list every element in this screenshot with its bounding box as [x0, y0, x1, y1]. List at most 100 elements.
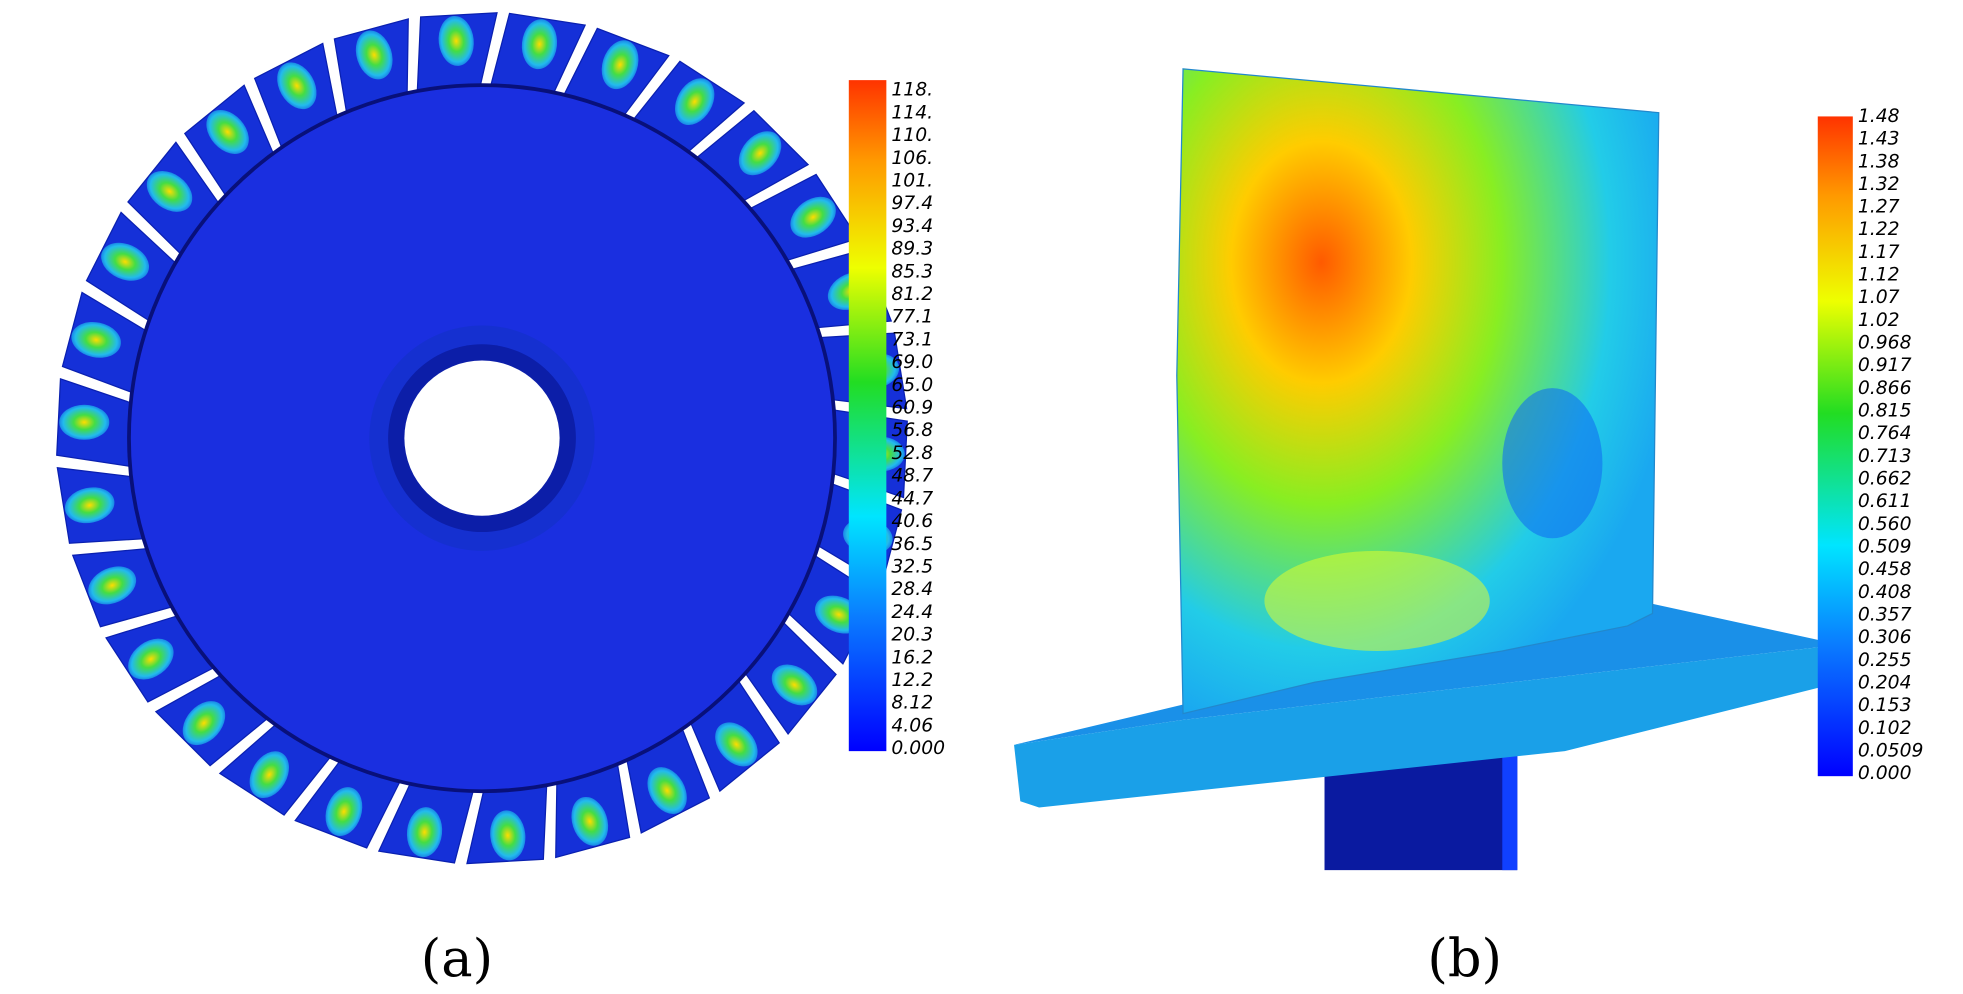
- blade-stress: [406, 807, 443, 858]
- blade-stress: [206, 109, 249, 154]
- colorbar-label: 24.4: [891, 602, 933, 623]
- colorbar-label: 0.560: [1858, 514, 1912, 535]
- blade-stress: [738, 131, 782, 176]
- colorbar-label: 0.255: [1858, 650, 1912, 671]
- low-zone: [1502, 388, 1603, 539]
- colorbar-label: 101.: [891, 170, 933, 191]
- colorbar-label: 16.2: [891, 647, 933, 668]
- bore: [404, 360, 560, 516]
- platform-front: [1014, 644, 1841, 808]
- colorbar-label: 1.38: [1858, 151, 1900, 172]
- colorbar-label: 1.02: [1858, 310, 1900, 331]
- colorbar-b: [1817, 116, 1853, 777]
- caption-b: (b): [1427, 928, 1502, 989]
- colorbar-label: 0.204: [1858, 673, 1912, 694]
- blade-stress: [521, 19, 558, 70]
- colorbar-label: 0.153: [1858, 695, 1912, 716]
- blade-model: [1014, 68, 1841, 871]
- colorbar-label: 97.4: [891, 193, 933, 214]
- colorbar-label: 40.6: [891, 511, 933, 532]
- blade-stress: [647, 767, 687, 814]
- colorbar-label: 93.4: [891, 216, 933, 237]
- colorbar-label: 28.4: [891, 579, 933, 600]
- blade-stress: [101, 242, 150, 281]
- colorbar-label: 69.0: [891, 352, 933, 373]
- colorbar-label: 48.7: [891, 466, 933, 487]
- colorbar-label: 0.611: [1858, 491, 1912, 512]
- colorbar-label: 4.06: [891, 715, 933, 736]
- colorbar-label: 85.3: [891, 261, 933, 282]
- colorbar-label: 0.458: [1858, 559, 1912, 580]
- colorbar-label: 114.: [891, 102, 933, 123]
- blade-stress: [675, 78, 715, 126]
- colorbar-label: 56.8: [891, 420, 933, 441]
- colorbar-label: 0.713: [1858, 446, 1912, 467]
- colorbar-label: 73.1: [891, 329, 933, 350]
- colorbar-label: 0.408: [1858, 582, 1912, 603]
- colorbar-label: 60.9: [891, 398, 933, 419]
- blade-stress: [715, 722, 758, 767]
- colorbar-label: 0.0509: [1858, 741, 1924, 762]
- colorbar-label: 89.3: [891, 239, 933, 260]
- colorbar-label: 81.2: [891, 284, 933, 305]
- colorbar-label: 65.0: [891, 375, 933, 396]
- colorbar-label: 77.1: [891, 307, 933, 328]
- blade-stress: [771, 664, 818, 706]
- blade-stress: [146, 170, 193, 212]
- colorbar-label: 0.968: [1858, 333, 1912, 354]
- blade-stress: [182, 701, 226, 746]
- colorbar-label: 0.357: [1858, 605, 1912, 626]
- colorbar-label: 0.662: [1858, 469, 1912, 490]
- blade-stress: [490, 810, 526, 861]
- blade-stress: [790, 196, 836, 238]
- blade-stress: [601, 40, 639, 90]
- colorbar-label: 0.509: [1858, 537, 1912, 558]
- blade-stress: [438, 15, 474, 66]
- colorbar-label: 1.22: [1858, 219, 1900, 240]
- colorbar-label: 1.12: [1858, 265, 1900, 286]
- colorbar-label: 1.07: [1858, 287, 1900, 308]
- blade-stress: [249, 751, 289, 799]
- colorbar-label: 118.: [891, 80, 933, 101]
- blade-stress: [59, 404, 110, 440]
- colorbar-label: 0.102: [1858, 718, 1912, 739]
- colorbar-label: 1.48: [1858, 106, 1900, 127]
- colorbar-label: 0.815: [1858, 401, 1912, 422]
- colorbar-label: 106.: [891, 148, 933, 169]
- stem: [1324, 751, 1518, 871]
- blade-stress: [88, 566, 137, 605]
- caption-a: (a): [421, 928, 493, 989]
- colorbar-label: 52.8: [891, 443, 933, 464]
- colorbar-a: [848, 80, 887, 752]
- colorbar-label: 44.7: [891, 488, 933, 509]
- colorbar-label: 110.: [891, 125, 933, 146]
- colorbar-label: 32.5: [891, 556, 933, 577]
- colorbar-label: 0.000: [1858, 763, 1912, 784]
- turbine-wheel: [56, 12, 908, 865]
- colorbar-label: 1.27: [1858, 197, 1900, 218]
- blade-stress: [355, 30, 393, 80]
- colorbar-label: 36.5: [891, 534, 933, 555]
- blade-stress: [277, 62, 317, 110]
- blade-stress: [64, 487, 115, 524]
- colorbar-label: 0.306: [1858, 627, 1912, 648]
- colorbar-label: 20.3: [891, 625, 933, 646]
- blade-stress: [128, 638, 174, 680]
- platform-top: [1014, 598, 1841, 745]
- blade-stress: [71, 321, 121, 358]
- colorbar-label: 1.43: [1858, 129, 1900, 150]
- airfoil: [1176, 68, 1660, 715]
- blade-stress: [571, 796, 609, 846]
- colorbar-label: 8.12: [891, 693, 933, 714]
- colorbar-label: 1.32: [1858, 174, 1900, 195]
- colorbar-label: 12.2: [891, 670, 933, 691]
- mid-zone: [1264, 550, 1490, 651]
- colorbar-label: 0.917: [1858, 355, 1912, 376]
- colorbar-label: 0.000: [891, 738, 945, 759]
- stem-side: [1502, 751, 1518, 871]
- blade-stress: [325, 787, 363, 837]
- colorbar-label: 0.866: [1858, 378, 1912, 399]
- colorbar-label: 1.17: [1858, 242, 1900, 263]
- colorbar-label: 0.764: [1858, 423, 1912, 444]
